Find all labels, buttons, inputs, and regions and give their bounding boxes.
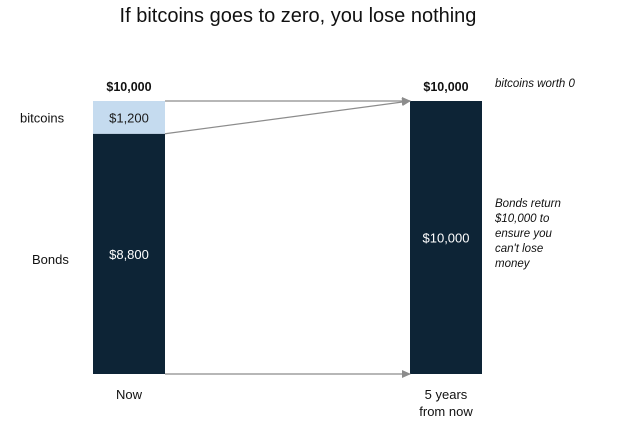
bar-bonds-1 [410,101,482,374]
annotation-bonds-return: money [495,258,531,270]
series-label-bonds: Bonds [32,252,69,267]
total-label-1: $10,000 [423,80,468,94]
bar-bitcoins-0 [93,101,165,134]
chart-marks: $8,800 $1,200 $10,000 Now $10,000 $10,000 5 ye… [20,78,576,419]
annotation-bonds-return: ensure you [495,228,553,240]
value-label-bonds-1: $10,000 [423,231,470,246]
category-label-1: 5 years [425,387,468,402]
bar-bonds-0 [93,133,165,374]
series-label-bitcoins: bitcoins [20,110,65,125]
annotation-bonds-return: Bonds return [495,198,561,210]
arrow-middle [164,98,411,135]
category-label-0: Now [116,387,143,402]
annotation-bonds-return: $10,000 to [494,213,550,225]
annotation-bonds-return: can't lose [495,243,543,255]
chart-title: If bitcoins goes to zero, you lose nothi… [120,5,477,27]
value-label-bitcoins-0: $1,200 [109,110,149,125]
total-label-0: $10,000 [106,80,151,94]
category-label-1: from now [419,404,473,419]
value-label-bonds-0: $8,800 [109,247,149,262]
annotation-bitcoins-worth-0: bitcoins worth 0 [495,78,576,90]
